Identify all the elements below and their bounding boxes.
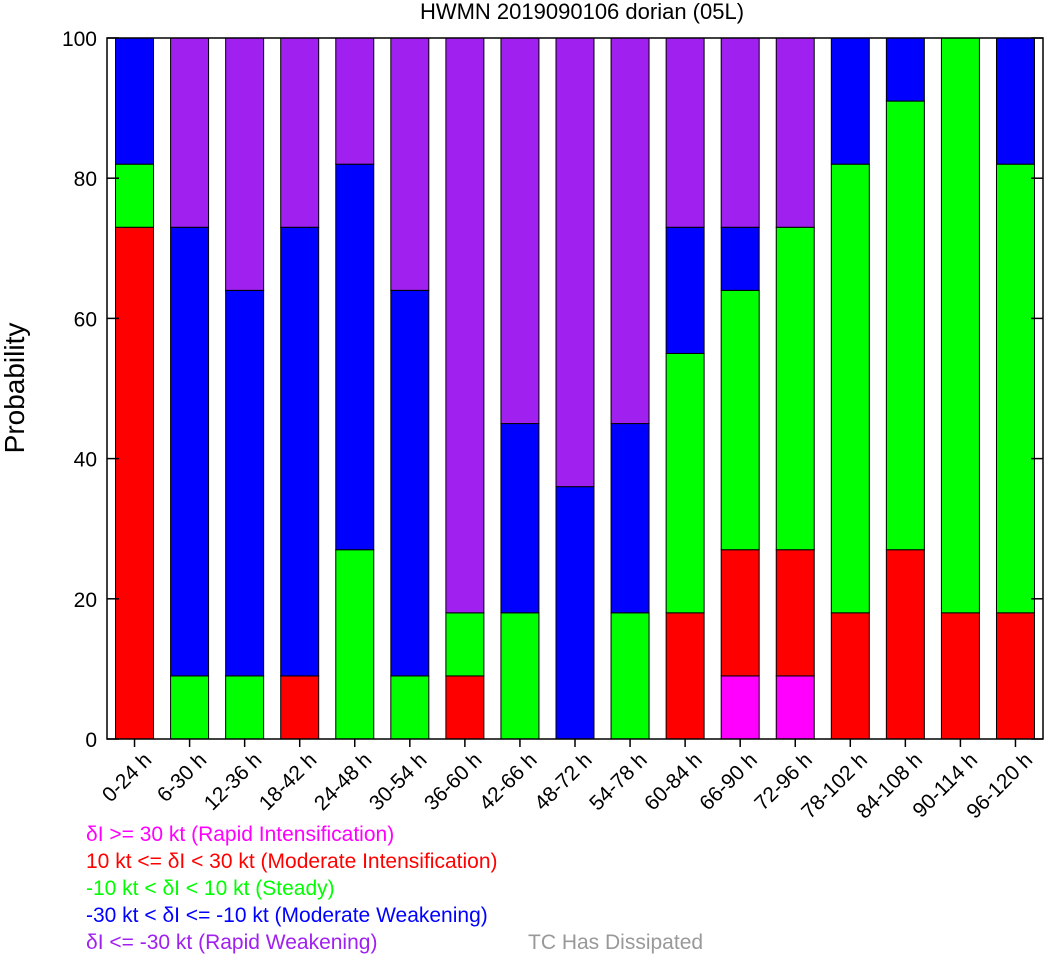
bar-segment [555,486,595,740]
bar-segment [665,226,705,354]
bar-segment [500,612,540,740]
bar-segment [610,37,650,425]
bar-segment [665,352,705,614]
bar-segment [170,226,210,677]
x-tick-label: 12-36 h [200,748,267,815]
legend-item: -10 kt < δI < 10 kt (Steady) [86,877,335,900]
bar-segment [445,37,485,614]
bar-segment [995,612,1035,740]
x-tick-label: 30-54 h [365,748,432,815]
bar-segment [225,675,265,740]
bar-segment [995,163,1035,614]
bar-segment [170,675,210,740]
bar-segment [830,612,870,740]
bar-segment [555,37,595,488]
bar-segment [720,37,760,228]
bar-segment [115,163,155,228]
bar-segment [170,37,210,228]
chart-title: HWMN 2019090106 dorian (05L) [420,0,744,24]
bar-segment [720,549,760,677]
y-tick-label: 20 [74,589,97,612]
bar-segment [940,612,980,740]
y-tick-label: 80 [74,168,97,191]
x-tick-label: 36-60 h [420,748,487,815]
legend-item: 10 kt <= δI < 30 kt (Moderate Intensific… [86,850,498,873]
bar-segment [280,675,320,740]
bar-segment [225,289,265,677]
bar-segment [885,100,925,551]
bar-segment [720,226,760,291]
bar-segment [335,549,375,740]
bar-segment [885,37,925,102]
bar-segment [390,37,430,291]
bar-segment [390,675,430,740]
bar-segment [720,675,760,740]
bar-segment [610,612,650,740]
legend-item-dissipated: TC Has Dissipated [528,930,703,956]
bar-segment [995,37,1035,165]
bar-segment [390,289,430,677]
legend-item: δI <= -30 kt (Rapid Weakening) [86,931,378,954]
y-tick-label: 60 [74,308,97,331]
bar-segment [225,37,265,291]
x-tick-label: 42-66 h [475,748,542,815]
bar-segment [445,675,485,740]
x-tick-label: 66-90 h [695,748,762,815]
x-tick-label: 60-84 h [640,748,707,815]
bar-segment [115,226,155,740]
bar-segment [775,226,815,551]
bar-segment [335,37,375,165]
bar-segment [830,163,870,614]
x-tick-label: 48-72 h [530,748,597,815]
bar-segment [280,37,320,228]
y-axis-label: Probability [0,323,30,454]
bar-segment [610,423,650,614]
bar-segment [830,37,870,165]
x-tick-label: 24-48 h [310,748,377,815]
bar-group [115,37,1035,740]
bar-segment [335,163,375,551]
bar-segment [720,289,760,551]
legend-item: δI >= 30 kt (Rapid Intensification) [86,823,395,846]
legend-item-dissipated-label: TC Has Dissipated [528,931,704,954]
bar-segment [115,37,155,165]
bar-segment [280,226,320,677]
bar-segment [940,37,980,614]
y-tick-label: 100 [62,28,97,51]
y-tick-label: 40 [74,449,97,472]
bar-segment [665,612,705,740]
x-tick-label: 0-24 h [98,748,156,806]
bar-segment [445,612,485,677]
x-tick-label: 54-78 h [585,748,652,815]
bar-segment [500,37,540,425]
bar-segment [885,549,925,740]
bar-segment [775,675,815,740]
bar-segment [500,423,540,614]
x-tick-label: 18-42 h [255,748,322,815]
bar-segment [665,37,705,228]
bar-segment [775,37,815,228]
legend-item: -30 kt < δI <= -10 kt (Moderate Weakenin… [86,904,488,927]
bar-segment [775,549,815,677]
y-tick-label: 0 [85,729,97,752]
